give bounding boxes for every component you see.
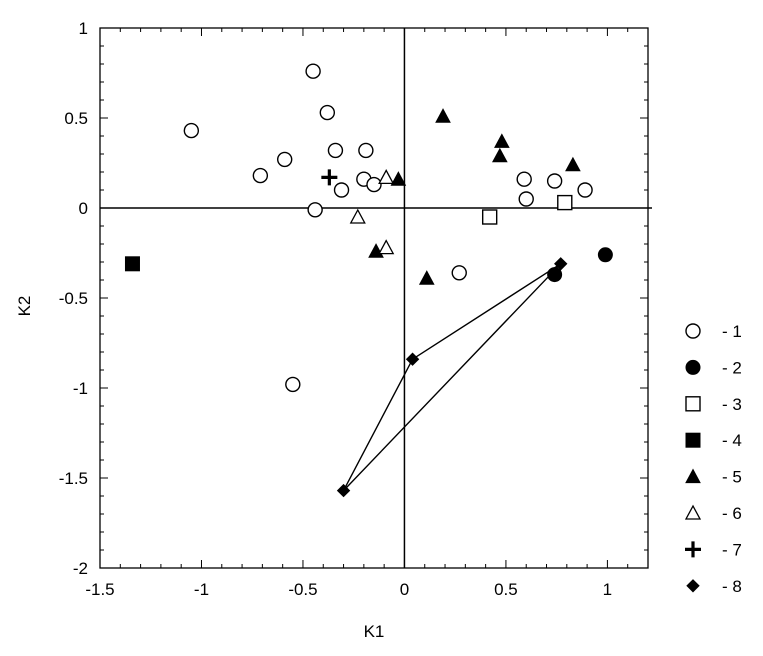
axis-ticks xyxy=(99,27,649,569)
legend-item: - 4 xyxy=(685,431,742,450)
legend-item: - 7 xyxy=(685,540,742,559)
series-5-point xyxy=(494,133,510,148)
series-2-point xyxy=(597,247,613,263)
series-7-point xyxy=(321,169,338,186)
series-3-point xyxy=(481,209,498,225)
series-1-point xyxy=(307,202,323,218)
y-axis-label: K2 xyxy=(15,296,34,317)
polygon-layer xyxy=(342,263,562,492)
legend-marker-1 xyxy=(685,323,701,339)
legend-item: - 6 xyxy=(684,504,742,523)
legend-marker-6 xyxy=(684,504,702,520)
y-tick-label: 1 xyxy=(79,19,88,38)
series-5-point xyxy=(491,147,508,163)
data-points xyxy=(124,63,613,498)
series-5-point xyxy=(435,108,451,123)
zero-lines xyxy=(100,28,652,568)
series-1-point xyxy=(577,182,593,198)
x-tick-labels: -1.5 -1 -0.5 0 0.5 1 xyxy=(85,580,612,599)
legend-label: - 2 xyxy=(722,358,742,377)
series-4-point xyxy=(124,256,140,272)
series-1-point xyxy=(516,171,532,187)
series-1-point xyxy=(333,182,350,198)
y-tick-label: 0.5 xyxy=(64,109,88,128)
y-tick-label: -1.5 xyxy=(59,469,88,488)
series-2 xyxy=(547,247,613,283)
series-1-point xyxy=(546,173,563,189)
plot-frame xyxy=(99,27,649,569)
series-8-point xyxy=(336,483,351,498)
series-1-point xyxy=(518,191,534,207)
legend-item: - 2 xyxy=(685,358,742,377)
series-5-point xyxy=(565,156,581,172)
legend-label: - 8 xyxy=(722,577,742,596)
series-1-point xyxy=(366,176,382,193)
series-1-point xyxy=(319,104,336,121)
series-1-point xyxy=(252,167,269,184)
series-5 xyxy=(368,108,581,285)
series-1-point xyxy=(305,63,321,79)
y-tick-label: -2 xyxy=(73,559,88,578)
legend-marker-7 xyxy=(685,541,701,558)
x-tick-label: -1.5 xyxy=(85,580,114,599)
legend-item: - 5 xyxy=(685,468,742,487)
series-6-point xyxy=(378,239,395,255)
legend-marker-4 xyxy=(685,432,701,448)
series-8-point xyxy=(405,352,420,366)
series-3 xyxy=(481,194,573,225)
series-1-point xyxy=(276,151,293,168)
legend-marker-3 xyxy=(685,396,701,412)
legend-label: - 6 xyxy=(722,504,742,523)
y-tick-label: -0.5 xyxy=(59,289,88,308)
series-6-point xyxy=(378,169,395,185)
series-8 xyxy=(336,257,568,498)
x-tick-label: -1 xyxy=(194,580,209,599)
y-tick-labels: 1 0.5 0 -0.5 -1 -1.5 -2 xyxy=(59,19,88,578)
legend-item: - 3 xyxy=(685,395,742,414)
series-2-point xyxy=(547,267,563,283)
series-1-point xyxy=(358,142,374,159)
x-tick-label: 0 xyxy=(400,580,409,599)
series-6-point xyxy=(349,208,366,224)
y-tick-label: 0 xyxy=(79,199,88,218)
legend-label: - 5 xyxy=(722,468,742,487)
x-tick-label: 0.5 xyxy=(494,580,518,599)
series-5-point xyxy=(418,270,435,285)
legend-label: - 3 xyxy=(722,395,742,414)
series-1-point xyxy=(451,265,467,281)
x-tick-label: 1 xyxy=(603,580,612,599)
series-6 xyxy=(349,169,395,255)
series-5-point xyxy=(390,171,407,186)
legend-marker-8 xyxy=(686,579,700,593)
legend-label: - 7 xyxy=(722,540,742,559)
x-tick-label: -0.5 xyxy=(288,580,317,599)
x-axis-label: K1 xyxy=(364,622,385,641)
group-8-polygon xyxy=(342,263,562,492)
legend-item: - 1 xyxy=(685,322,742,341)
legend-marker-5 xyxy=(685,468,701,484)
legend-label: - 4 xyxy=(722,431,742,450)
series-1 xyxy=(183,63,593,393)
legend-item: - 8 xyxy=(686,577,742,596)
legend-marker-2 xyxy=(685,359,701,375)
series-8-point xyxy=(554,257,568,271)
series-1-point xyxy=(183,122,200,139)
y-tick-label: -1 xyxy=(73,379,88,398)
series-3-point xyxy=(557,194,573,211)
series-7 xyxy=(321,169,338,186)
series-1-point xyxy=(327,142,344,159)
legend: - 1 - 2 - 3 - 4 - 5 - 6 - 7 - 8 xyxy=(684,322,742,596)
series-1-point xyxy=(285,376,301,393)
series-4 xyxy=(124,256,140,272)
legend-label: - 1 xyxy=(722,322,742,341)
